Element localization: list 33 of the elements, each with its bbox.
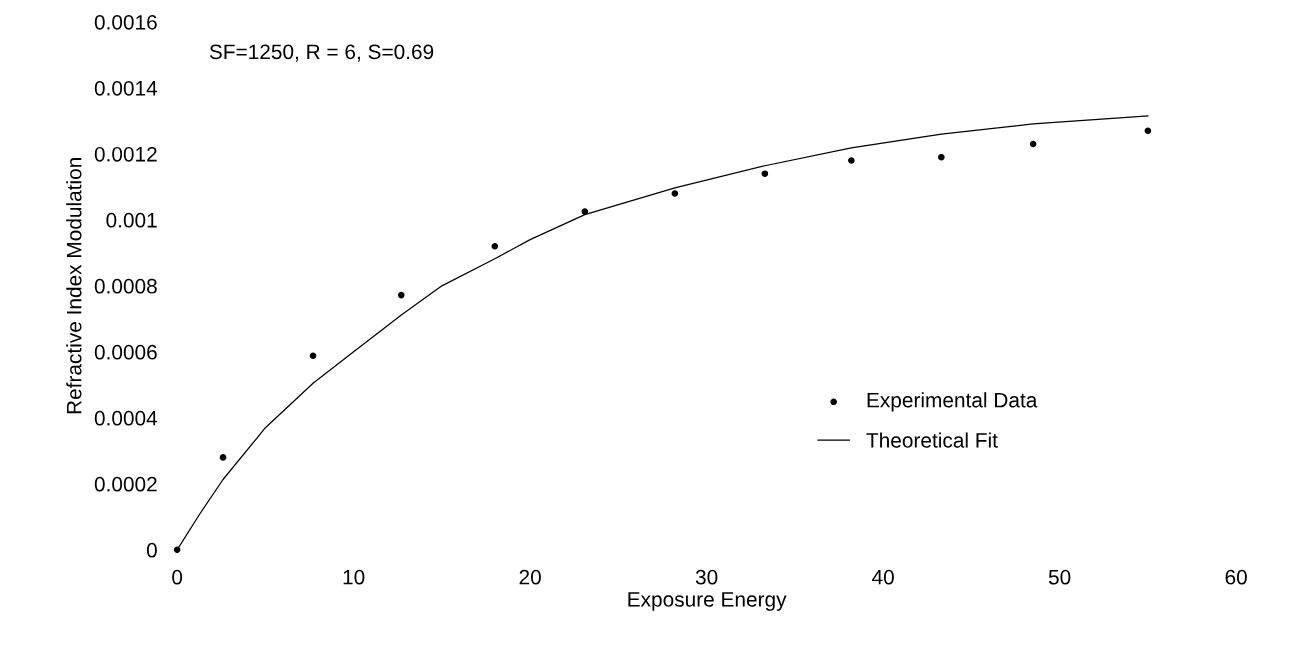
point <box>761 170 769 177</box>
x-axis-title: Exposure Energy <box>628 592 787 611</box>
y-tick-label: 0.001 <box>106 212 157 228</box>
x-tick-label: 60 <box>1225 569 1247 585</box>
x-tick-label: 10 <box>343 569 365 585</box>
x-tick-label: 0 <box>172 569 183 585</box>
legend-label: Theoretical Fit <box>866 432 998 448</box>
point <box>671 190 679 197</box>
point <box>219 454 227 461</box>
annotation: SF=1250, R = 6, S=0.69 <box>209 44 434 62</box>
point <box>1144 127 1152 135</box>
y-tick-label: 0.0008 <box>94 278 157 294</box>
point <box>397 291 405 299</box>
y-tick-label: 0.0006 <box>94 344 157 360</box>
legend-label: Experimental Data <box>867 392 1038 412</box>
point <box>848 157 855 164</box>
point <box>173 546 181 554</box>
point <box>309 352 317 360</box>
y-tick-label: 0.0002 <box>94 476 157 492</box>
point <box>581 208 589 215</box>
point <box>938 153 945 161</box>
x-tick-label: 20 <box>519 569 541 585</box>
y-tick-label: 0.0014 <box>94 80 158 96</box>
point <box>1029 140 1037 148</box>
point <box>491 242 499 250</box>
x-tick-label: 30 <box>695 569 718 585</box>
y-axis-title: Refractive Index Modulation <box>66 158 82 414</box>
x-tick-label: 40 <box>872 569 894 585</box>
y-tick-label: 0.0016 <box>94 14 157 30</box>
x-tick-label: 50 <box>1048 569 1071 585</box>
y-tick-label: 0 <box>146 542 157 558</box>
y-tick-label: 0.0004 <box>94 410 158 426</box>
y-tick-label: 0.0012 <box>94 146 157 162</box>
